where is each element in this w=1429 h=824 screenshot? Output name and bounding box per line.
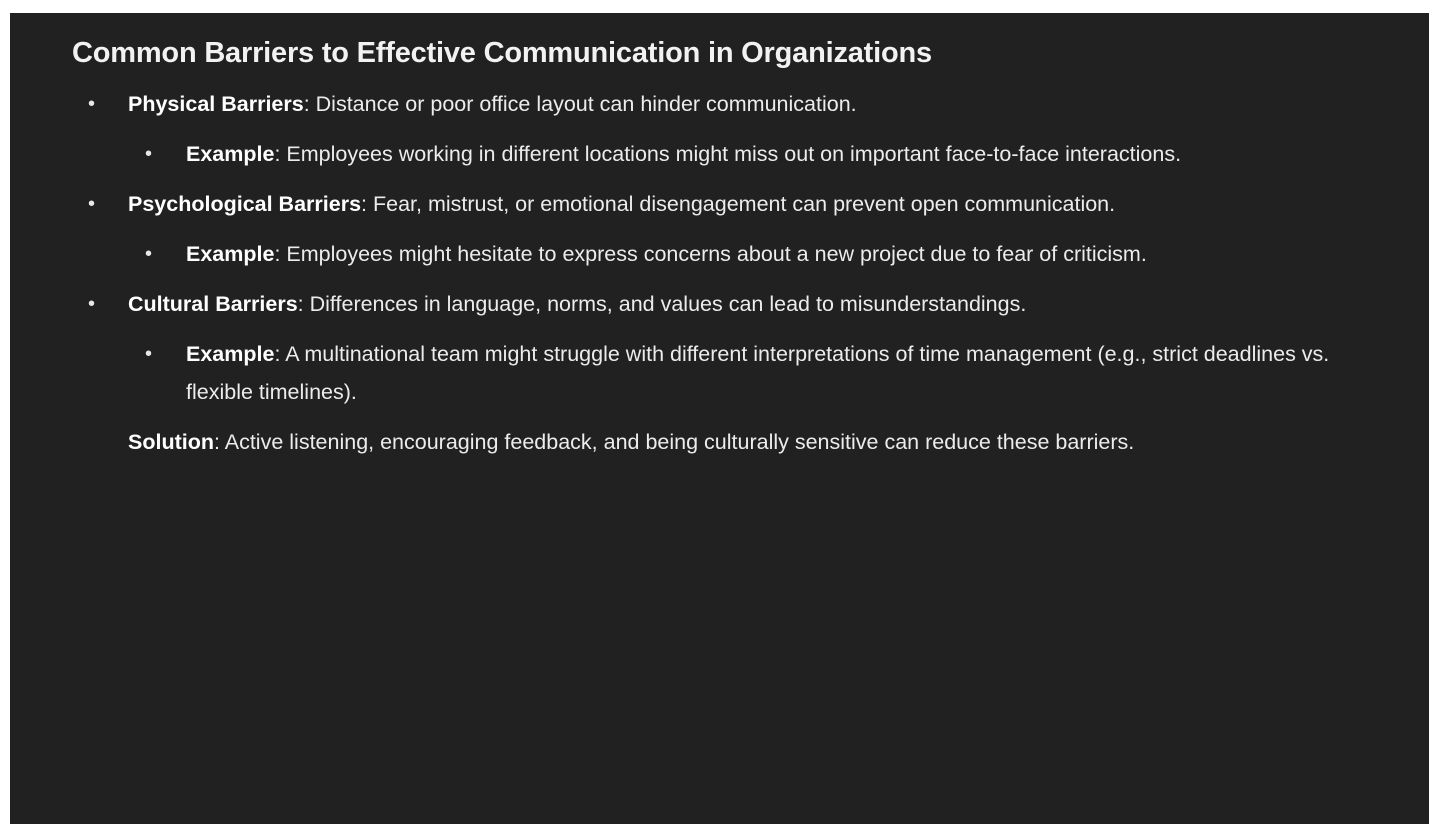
bullet-icon: • [88, 293, 96, 315]
bullet-icon: • [145, 343, 153, 365]
barrier-text: : Fear, mistrust, or emotional disengage… [361, 192, 1116, 216]
barrier-description: Psychological Barriers: Fear, mistrust, … [128, 185, 1369, 223]
example-description: Example: A multinational team might stru… [186, 335, 1369, 411]
example-text: : A multinational team might struggle wi… [186, 342, 1330, 404]
example-description: Example: Employees might hesitate to exp… [186, 235, 1369, 273]
solution-paragraph: Solution: Active listening, encouraging … [128, 423, 1369, 461]
barrier-title: Physical Barriers [128, 92, 304, 116]
barrier-text: : Distance or poor office layout can hin… [303, 92, 857, 116]
example-label: Example [186, 142, 275, 166]
barrier-list: • Physical Barriers: Distance or poor of… [72, 85, 1369, 411]
barrier-title: Psychological Barriers [128, 192, 362, 216]
response-panel: Common Barriers to Effective Communicati… [10, 13, 1429, 824]
solution-text: : Active listening, encouraging feedback… [213, 430, 1135, 454]
list-item: • Physical Barriers: Distance or poor of… [72, 85, 1369, 173]
barrier-title: Cultural Barriers [128, 292, 298, 316]
list-item: • Cultural Barriers: Differences in lang… [72, 285, 1369, 411]
list-item: • Example: Employees working in differen… [128, 135, 1369, 173]
example-description: Example: Employees working in different … [186, 135, 1369, 173]
example-text: : Employees might hesitate to express co… [274, 242, 1147, 266]
bullet-icon: • [88, 193, 96, 215]
barrier-text: : Differences in language, norms, and va… [297, 292, 1027, 316]
barrier-description: Physical Barriers: Distance or poor offi… [128, 85, 1369, 123]
bullet-icon: • [145, 243, 153, 265]
example-label: Example [186, 242, 275, 266]
list-item: • Psychological Barriers: Fear, mistrust… [72, 185, 1369, 273]
solution-label: Solution [128, 430, 214, 454]
list-item: • Example: Employees might hesitate to e… [128, 235, 1369, 273]
example-label: Example [186, 342, 275, 366]
example-list: • Example: Employees working in differen… [128, 135, 1369, 173]
section-heading: Common Barriers to Effective Communicati… [72, 37, 932, 69]
example-text: : Employees working in different locatio… [274, 142, 1182, 166]
bullet-icon: • [145, 143, 153, 165]
bullet-icon: • [88, 93, 96, 115]
example-list: • Example: A multinational team might st… [128, 335, 1369, 411]
list-item: • Example: A multinational team might st… [128, 335, 1369, 411]
barrier-description: Cultural Barriers: Differences in langua… [128, 285, 1369, 323]
example-list: • Example: Employees might hesitate to e… [128, 235, 1369, 273]
